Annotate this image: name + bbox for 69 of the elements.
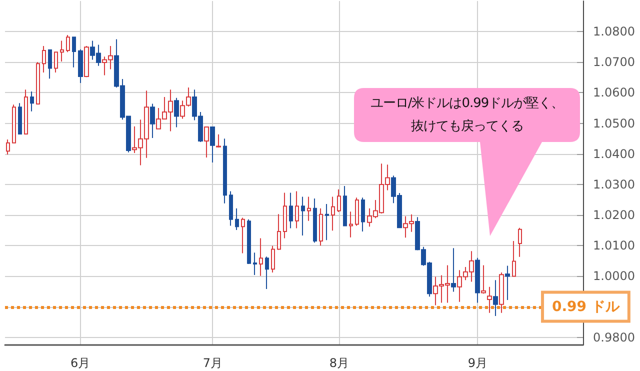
x-tick-label: 7月 [202, 356, 223, 370]
x-tick-label: 8月 [329, 356, 349, 370]
candlestick [18, 102, 22, 135]
candlestick [319, 208, 323, 246]
candlestick [343, 185, 347, 226]
candlestick [48, 48, 52, 80]
candlestick [481, 264, 486, 294]
candlestick [493, 280, 498, 316]
candlestick [361, 197, 365, 232]
y-tick-label: 1.0600 [593, 86, 635, 100]
candlestick [518, 227, 522, 258]
candlestick [499, 272, 504, 314]
y-tick-label: 1.0100 [593, 238, 635, 253]
candlestick [60, 40, 64, 62]
candlestick [325, 204, 329, 241]
candlestick [475, 257, 480, 304]
y-tick-label: 1.0400 [593, 146, 635, 161]
candlestick [12, 104, 16, 144]
candlestick [150, 103, 155, 138]
candlestick [6, 139, 10, 155]
y-tick-label: 1.0000 [593, 269, 635, 284]
candlestick [36, 62, 40, 105]
candlestick [512, 240, 516, 277]
candlestick [253, 252, 257, 276]
y-tick-label: 1.0300 [593, 177, 635, 192]
candlestick [301, 196, 305, 236]
candlestick [241, 217, 245, 254]
annotation: 抜けても戻ってくる [410, 118, 524, 136]
candlestick [229, 190, 233, 226]
candlestick [451, 248, 456, 292]
candlestick [349, 211, 353, 238]
candlestick [42, 45, 46, 74]
candlestick [277, 214, 281, 250]
y-tick-label: 0.9800 [593, 330, 635, 344]
candlestick [289, 192, 293, 229]
y-tick-label: 1.0200 [593, 208, 635, 222]
candlestick [30, 91, 34, 112]
y-tick-label: 1.0800 [593, 24, 635, 39]
ref-line-label: 0.99 ドル [552, 298, 620, 315]
candlestick [265, 256, 269, 290]
candlestick [331, 196, 335, 232]
candlestick [337, 188, 341, 212]
candlestick [24, 89, 28, 135]
candlestick [283, 192, 287, 239]
y-tick-label: 1.0700 [593, 55, 635, 70]
candlestick [505, 265, 510, 301]
x-tick-label: 6月 [70, 356, 90, 370]
candlestick [307, 196, 311, 222]
candlestick [235, 208, 239, 231]
candlestick [210, 126, 215, 163]
annotation: ユーロ/米ドルは0.99ドルが堅く、 [369, 95, 565, 113]
candlestick [66, 34, 70, 53]
candlestick [247, 218, 251, 264]
candlestick [313, 198, 317, 244]
candlestick [54, 52, 58, 74]
candlestick [295, 190, 299, 229]
candlestick [271, 245, 275, 274]
candlestick [84, 45, 89, 78]
candlestick [223, 138, 227, 204]
y-tick-label: 1.0500 [593, 116, 635, 130]
candlestick [216, 134, 221, 148]
candlestick [72, 36, 76, 68]
candlestick [487, 286, 492, 314]
candlestick [355, 197, 359, 226]
candlestick [174, 97, 179, 128]
x-tick-label: 9月 [468, 356, 488, 370]
candlestick [204, 126, 209, 158]
candlestick [78, 48, 83, 84]
candlestick [259, 238, 263, 276]
